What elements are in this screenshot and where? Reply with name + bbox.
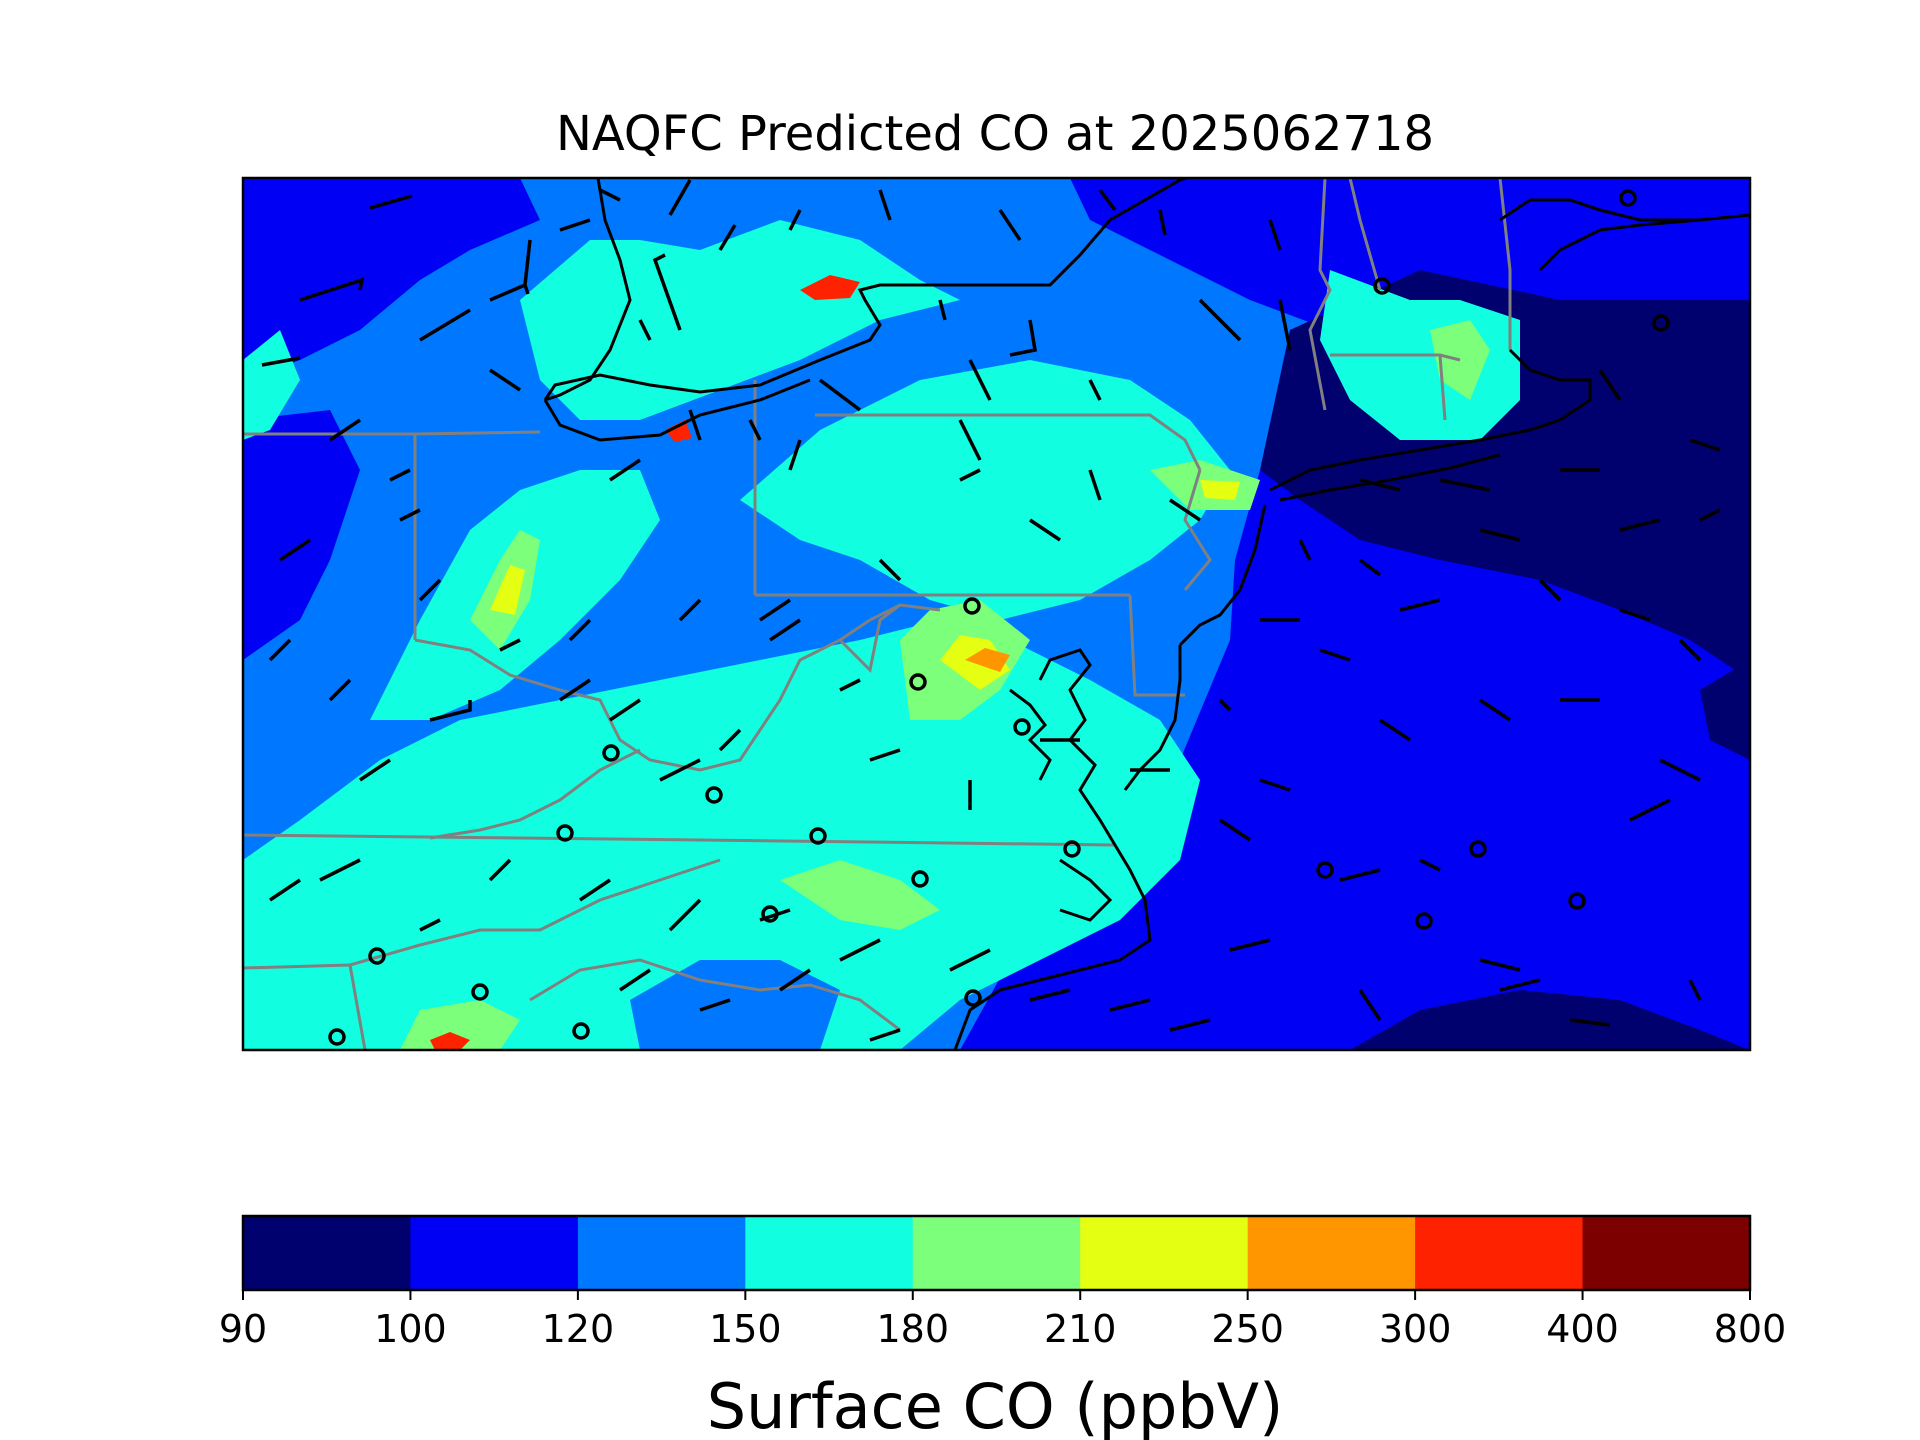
co-region-lightblue-south: [630, 960, 840, 1050]
co-concentration-field: [243, 178, 1750, 1050]
co-region-teal-lakes: [520, 220, 960, 420]
state-border-oh-wv-ky: [414, 603, 941, 772]
state-border-tn-ky: [243, 963, 351, 970]
co-region-southeast-dark: [1350, 990, 1750, 1050]
state-border-va-wv-ky: [429, 748, 641, 840]
colorbar-label: Surface CO (ppbV): [707, 1370, 1284, 1440]
chesapeake-bay: [1038, 648, 1117, 846]
state-boundaries: [243, 178, 1512, 1050]
co-region-red-toledo: [665, 420, 692, 442]
state-border-pa-nj: [1183, 469, 1212, 591]
map-title: NAQFC Predicted CO at 2025062718: [556, 106, 1434, 162]
colorbar-cell: [243, 1216, 411, 1290]
pamlico-sound: [1059, 858, 1113, 922]
colorbar-cell: [912, 1216, 1081, 1290]
map-panel: [243, 178, 1750, 1050]
colorbar-tick-label: 210: [1044, 1307, 1117, 1351]
colorbar-cell: [410, 1216, 579, 1290]
nc-coast: [953, 844, 1152, 1050]
nj-coast: [1178, 504, 1267, 647]
colorbar-cell: [1582, 1216, 1751, 1290]
long-island: [1279, 453, 1501, 502]
state-border-ny-vt: [1308, 178, 1332, 411]
colorbar-cell: [745, 1216, 914, 1290]
colorbar-tick-label: 800: [1714, 1307, 1787, 1351]
co-region-teal-ohio: [243, 330, 300, 440]
colorbar-tick-label: 180: [877, 1307, 950, 1351]
co-region-yellow-nyc: [1200, 480, 1240, 500]
colorbar-tick-label: 120: [542, 1307, 615, 1351]
co-region-green-nc: [780, 860, 940, 930]
state-border-ct-ri: [1438, 354, 1447, 421]
state-border-nc-sc: [529, 958, 901, 1032]
co-region-west-low: [243, 410, 360, 660]
co-region-teal-virginia: [243, 620, 1200, 1050]
colorbar: 90 100 120 150 180 210 250 300 400 800 Surface CO…: [219, 1214, 1786, 1440]
state-border-nh-me: [1498, 178, 1512, 350]
colorbar-cell: [1080, 1216, 1249, 1290]
colorbar-tick-label: 400: [1546, 1307, 1619, 1351]
co-region-red-charlotte: [430, 1032, 470, 1050]
map-frame: [241, 176, 1752, 1052]
co-region-atlantic-dark: [1700, 660, 1750, 760]
colorbar-tick-label: 100: [374, 1307, 447, 1351]
colorbar-cell: [1415, 1216, 1584, 1290]
wind-barbs: [261, 179, 1721, 1042]
co-region-teal-pennsylvania: [740, 360, 1230, 620]
co-region-red-detroit: [800, 275, 860, 300]
co-region-orange-dc: [965, 648, 1010, 672]
lake-erie-shore: [543, 178, 1191, 401]
co-region-green-sw: [400, 1000, 520, 1050]
colorbar-tick-label: 250: [1211, 1307, 1284, 1351]
colorbar-tick-label: 90: [219, 1307, 267, 1351]
state-border-pa-ny: [815, 413, 1202, 471]
co-region-northwest-low: [243, 178, 540, 380]
lake-huron-shore: [544, 178, 632, 402]
colorbar-cells: [243, 1216, 1751, 1290]
state-border-wv-va: [838, 603, 901, 674]
colorbar-cell: [1247, 1216, 1416, 1290]
long-island-sound: [1269, 418, 1561, 492]
colorbar-ticks: 90 100 120 150 180 210 250 300 400 800: [219, 1290, 1786, 1351]
massachusetts-coast: [1508, 348, 1592, 422]
state-border-ga: [348, 964, 367, 1050]
state-border-va-nc: [243, 833, 1116, 847]
maine-coast: [1538, 218, 1701, 272]
state-border-nc-tn: [349, 858, 721, 967]
calm-wind-circles: [328, 189, 1670, 1046]
delmarva-coast: [1123, 645, 1182, 791]
coastlines: [543, 178, 1750, 1050]
lake-erie-south-shore: [543, 378, 811, 442]
potomac-rivers: [1009, 688, 1052, 781]
state-border-de: [1128, 594, 1185, 697]
state-border-vt-nh: [1348, 178, 1382, 291]
colorbar-tick-label: 300: [1379, 1307, 1452, 1351]
colorbar-cell: [577, 1216, 746, 1290]
colorbar-tick-label: 150: [709, 1307, 782, 1351]
colorbar-frame: [241, 1214, 1752, 1292]
co-region-yellow-ohio: [490, 565, 525, 615]
